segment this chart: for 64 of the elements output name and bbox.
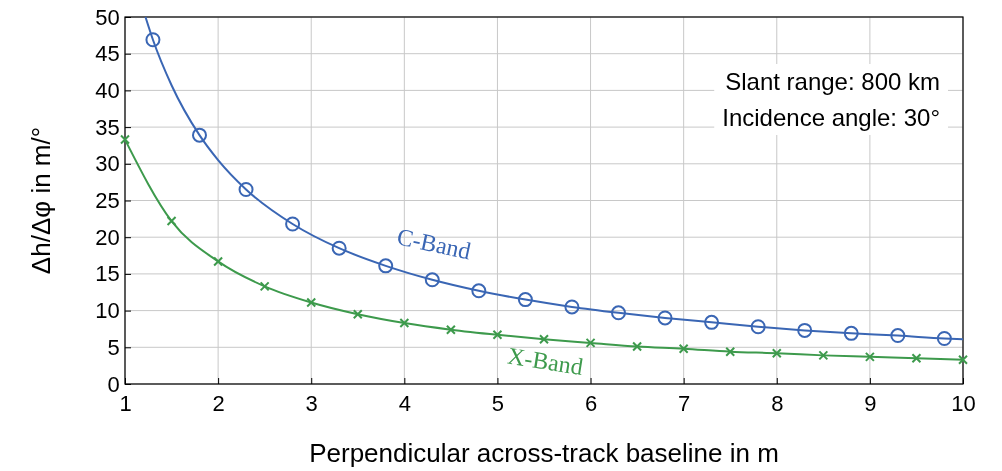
point [539,334,549,345]
point [632,341,643,352]
point [750,319,766,335]
point [725,346,736,357]
y-tick-label: 45 [95,41,120,67]
point [771,348,782,359]
y-tick-label: 20 [95,224,120,250]
y-tick-label: 25 [95,188,120,214]
y-tick-label: 50 [95,4,120,30]
x-tick-label: 4 [398,391,411,417]
point [585,337,596,348]
point [306,297,317,308]
point [657,310,673,326]
point [797,322,813,338]
y-tick-label: 10 [95,298,120,324]
point [191,127,207,143]
point [259,281,270,292]
y-tick-label: 0 [107,371,120,397]
y-tick-label: 40 [95,77,120,103]
y-tick-label: 30 [95,151,120,177]
point [166,216,177,227]
point [285,216,301,232]
text: X-Band [505,342,585,381]
point [936,330,952,346]
x-tick-label: 5 [491,391,505,417]
x-axis-title: Perpendicular across-track baseline in m [309,438,779,468]
y-tick-label: 35 [95,114,120,140]
annotation: Incidence angle: 30° [722,104,940,131]
point [890,328,906,344]
point [843,325,859,341]
point [213,256,224,267]
point [331,240,347,256]
x-tick-label: 10 [951,391,976,417]
point [378,258,394,274]
point [818,350,829,361]
x-tick-label: 8 [771,391,784,417]
y-axis-title: Δh/Δφ in m/° [26,126,56,275]
point [238,181,254,197]
y-tick-label: 15 [95,261,120,287]
point [610,305,626,321]
point [517,292,533,308]
point [678,343,689,354]
x-tick-label: 9 [864,391,877,417]
point [564,299,580,315]
point [864,351,875,362]
point [492,329,503,340]
point [352,309,363,320]
point [445,324,456,335]
text: C-Band [394,223,474,265]
point [424,272,440,288]
x-tick-label: 1 [119,391,132,417]
point [704,314,720,330]
annotation: Slant range: 800 km [725,68,940,95]
point [120,134,130,145]
x-tick-label: 3 [305,391,318,417]
point [145,32,161,48]
point [958,354,968,365]
y-tick-label: 5 [107,334,120,360]
x-tick-label: 6 [584,391,598,417]
x-tick-label: 7 [678,391,691,417]
point [911,353,922,364]
x-tick-label: 2 [212,391,225,417]
point [471,283,487,299]
point [399,318,410,329]
